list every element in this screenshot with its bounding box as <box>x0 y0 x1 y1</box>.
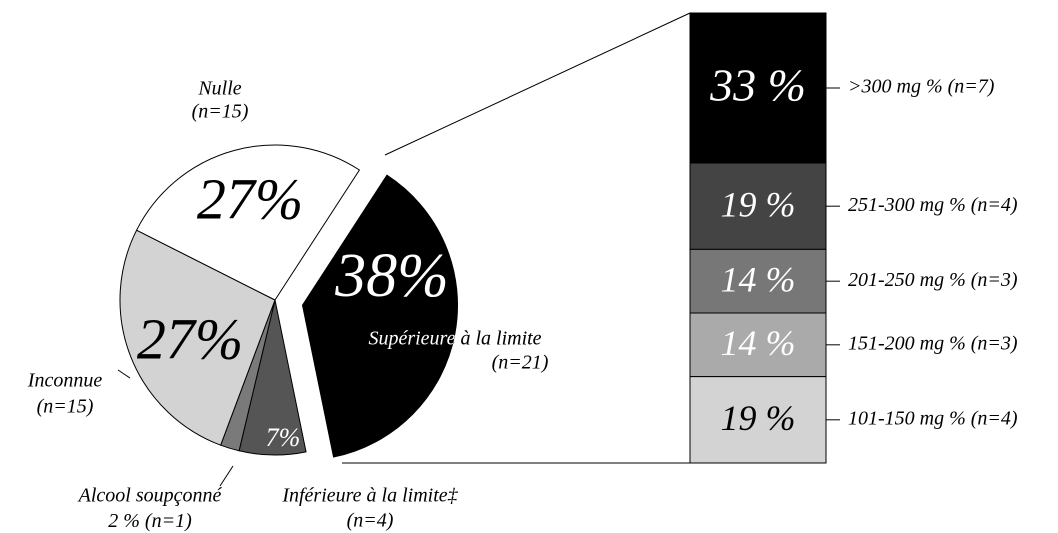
segment-value-label: 14 % <box>721 259 796 299</box>
slice-count-label: (n=1) <box>145 510 192 532</box>
connector-line <box>384 12 691 156</box>
slice-value-label: 2 % <box>108 510 140 532</box>
segment-value-label: 14 % <box>721 323 796 363</box>
slice-value-label: 7% <box>266 423 301 452</box>
slice-label: Inférieure à la limite‡ <box>281 485 458 507</box>
segment-label: >300 mg % (n=7) <box>848 76 995 98</box>
slice-count-label: 2 % (n=1) <box>108 510 192 532</box>
pie-slice <box>301 174 459 458</box>
segment-label: 101-150 mg % (n=4) <box>848 407 1018 429</box>
pie-slice <box>135 144 361 301</box>
segment-label: 251-300 mg % (n=4) <box>848 194 1018 216</box>
bar-segment <box>689 376 827 464</box>
segment-value-label: 33 % <box>709 60 806 111</box>
leader-line <box>117 369 131 379</box>
slice-label: Nulle <box>197 78 241 100</box>
slice-value-label: 27% <box>137 306 243 371</box>
segment-label: 151-200 mg % (n=3) <box>848 332 1018 354</box>
slice-count-label: (n=15) <box>192 101 249 123</box>
slice-label: Supérieure à la limite <box>368 328 541 350</box>
segment-value-label: 19 % <box>721 184 796 224</box>
segment-label: 201-250 mg % (n=3) <box>848 269 1018 291</box>
slice-value-label: 27% <box>197 166 303 231</box>
bar-segment <box>689 12 827 164</box>
slice-count-label: (n=4) <box>347 510 394 532</box>
slice-label: Alcool soupçonné <box>77 485 223 507</box>
bar-segment <box>689 312 827 378</box>
slice-count-label: (n=15) <box>37 396 94 418</box>
segment-value-label: 19 % <box>721 398 796 438</box>
slice-label: Inconnue <box>27 370 103 392</box>
slice-value-label: 38% <box>334 242 449 310</box>
bar-segment <box>689 248 827 314</box>
pie-slice <box>119 229 276 446</box>
leader-line <box>219 465 234 487</box>
slice-count-label: (n=21) <box>492 352 549 374</box>
